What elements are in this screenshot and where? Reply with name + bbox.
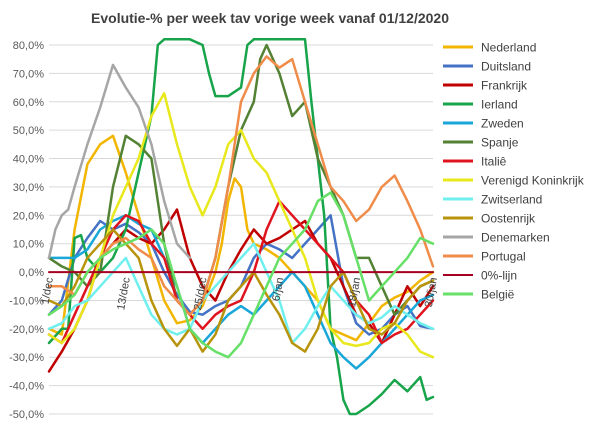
- y-tick-label: -40,0%: [9, 381, 44, 393]
- legend-label: Oostenrijk: [481, 212, 536, 226]
- y-tick-label: 60,0%: [13, 97, 44, 109]
- series-line-zweden: [47, 214, 435, 370]
- y-tick-label: 20,0%: [13, 210, 44, 222]
- series-line-belgi-: [47, 191, 435, 359]
- legend-label: Denemarken: [481, 231, 550, 245]
- y-tick-label: 30,0%: [13, 182, 44, 194]
- legend-item: Nederland: [443, 41, 536, 55]
- series-line-nederland: [47, 134, 435, 342]
- legend-label: Ierland: [481, 98, 518, 112]
- legend-item: Portugal: [443, 250, 526, 264]
- legend-item: Ierland: [443, 98, 518, 112]
- series-line-spanje: [47, 43, 435, 316]
- legend-label: Spanje: [481, 136, 519, 150]
- series-line-denemarken: [47, 63, 192, 260]
- y-tick-label: 0,0%: [19, 267, 44, 279]
- y-tick-label: 80,0%: [13, 40, 44, 52]
- legend-item: Verenigd Koninkrijk: [443, 174, 585, 188]
- legend-item: Frankrijk: [443, 79, 528, 93]
- legend-label: Frankrijk: [481, 79, 528, 93]
- series-lines: [47, 38, 435, 416]
- y-tick-label: -30,0%: [9, 352, 44, 364]
- x-tick-label: 25/dec: [192, 276, 210, 311]
- legend-label: Portugal: [481, 250, 526, 264]
- y-tick-label: 50,0%: [13, 125, 44, 137]
- legend-item: België: [443, 288, 515, 302]
- legend-item: Oostenrijk: [443, 212, 536, 226]
- legend-item: Zweden: [443, 117, 524, 131]
- legend-label: België: [481, 288, 515, 302]
- legend-item: Spanje: [443, 136, 519, 150]
- x-tick-label: 6/jan: [270, 277, 286, 303]
- legend-label: 0%-lijn: [481, 269, 517, 283]
- y-axis-tick-labels: -50,0% -40,0% -30,0% -20,0% -10,0% 0,0% 10,0% 2…: [9, 40, 44, 421]
- x-tick-label: 1/dec: [39, 276, 56, 305]
- legend-label: Italiê: [481, 155, 507, 169]
- legend-item: Denemarken: [443, 231, 550, 245]
- series-line-oostenrijk: [47, 228, 435, 353]
- y-tick-label: 10,0%: [13, 239, 44, 251]
- legend-label: Nederland: [481, 41, 536, 55]
- x-tick-label: 30/jan: [423, 277, 440, 309]
- legend-label: Duitsland: [481, 60, 531, 74]
- y-tick-label: -50,0%: [9, 409, 44, 421]
- legend-item: 0%-lijn: [443, 269, 517, 283]
- legend-label: Zweden: [481, 117, 524, 131]
- y-tick-label: -20,0%: [9, 324, 44, 336]
- legend-label: Zwitserland: [481, 193, 542, 207]
- y-tick-label: -10,0%: [9, 295, 44, 307]
- y-tick-label: 40,0%: [13, 154, 44, 166]
- legend-item: Duitsland: [443, 60, 531, 74]
- legend: Nederland Duitsland Frankrijk Ierland Zweden…: [443, 41, 585, 302]
- x-tick-label: 13/dec: [115, 276, 133, 311]
- series-line-ierland: [47, 38, 435, 416]
- series-line-portugal: [47, 55, 435, 316]
- x-axis-tick-labels: 1/dec 13/dec 25/dec 6/jan 18/jan 30/jan: [39, 276, 439, 311]
- chart-title: Evolutie-% per week tav vorige week vana…: [91, 10, 449, 26]
- legend-item: Italiê: [443, 155, 507, 169]
- y-tick-label: 70,0%: [13, 68, 44, 80]
- series-line-verenigd-koninkrijk: [47, 92, 435, 359]
- legend-item: Zwitserland: [443, 193, 542, 207]
- x-tick-label: 18/jan: [346, 277, 363, 309]
- legend-label: Verenigd Koninkrijk: [481, 174, 585, 188]
